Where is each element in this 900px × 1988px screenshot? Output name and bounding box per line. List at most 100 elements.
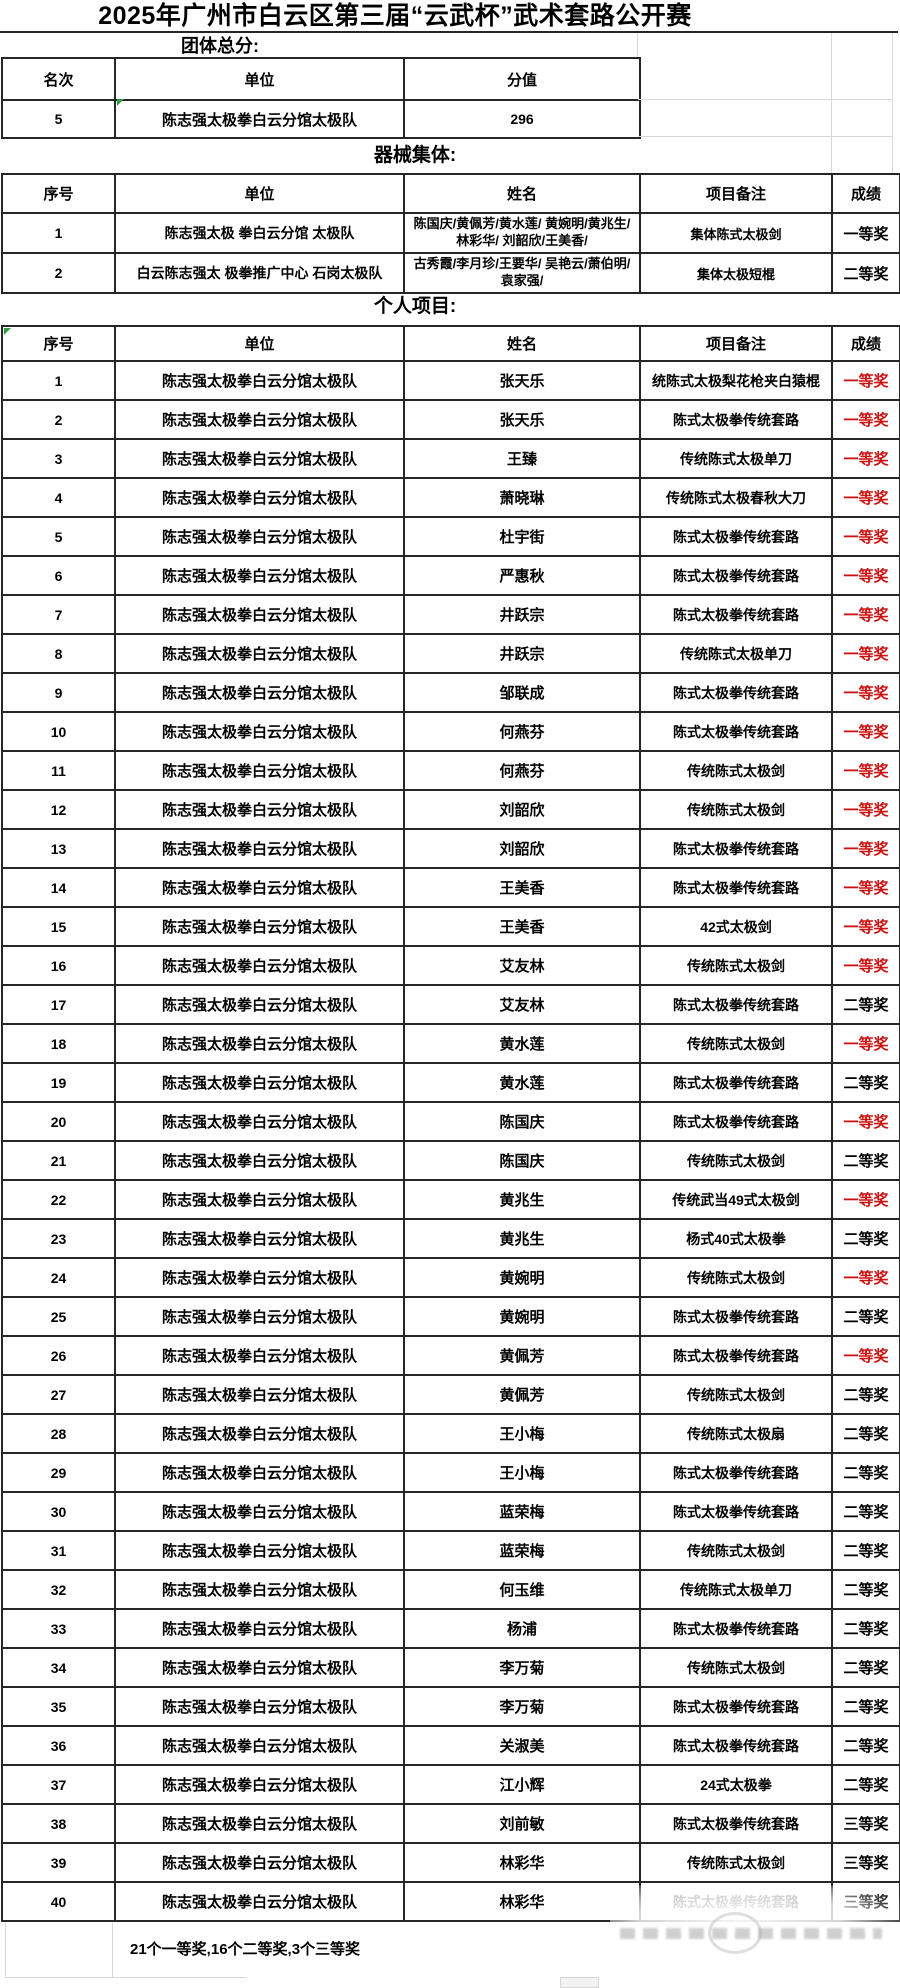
cell-event: 传统陈式太极剑 [639, 1023, 833, 1064]
cell-award: 一等奖 [831, 867, 900, 908]
cell-award: 一等奖 [831, 1023, 900, 1064]
team-header-row: 名次 单位 分值 [1, 57, 641, 101]
table-row: 10 陈志强太极拳白云分馆太极队 何燕芬 陈式太极拳传统套路 一等奖 [1, 711, 900, 752]
cell-unit: 陈志强太极拳白云分馆太极队 [114, 1686, 405, 1727]
cell-unit: 陈志强太极拳白云分馆太极队 [114, 1335, 405, 1376]
table-row: 14 陈志强太极拳白云分馆太极队 王美香 陈式太极拳传统套路 一等奖 [1, 867, 900, 908]
cell-event: 传统陈式太极扇 [639, 1413, 833, 1454]
table-row: 30 陈志强太极拳白云分馆太极队 蓝荣梅 陈式太极拳传统套路 二等奖 [1, 1491, 900, 1532]
cell-award: 一等奖 [831, 555, 900, 596]
cell-unit: 陈志强太极拳白云分馆太极队 [114, 1296, 405, 1337]
cell-no: 30 [1, 1491, 116, 1532]
gridline [831, 33, 832, 173]
cell-no: 21 [1, 1140, 116, 1181]
cell-award: 一等奖 [831, 212, 900, 254]
table-row: 29 陈志强太极拳白云分馆太极队 王小梅 陈式太极拳传统套路 二等奖 [1, 1452, 900, 1493]
green-corner-indicator [4, 328, 11, 335]
cell-no: 7 [1, 594, 116, 635]
cell-name: 黄水莲 [403, 1023, 641, 1064]
cell-rank: 5 [1, 99, 116, 139]
table-row: 24 陈志强太极拳白云分馆太极队 黄婉明 传统陈式太极剑 一等奖 [1, 1257, 900, 1298]
cell-award: 一等奖 [831, 672, 900, 713]
cell-unit: 陈志强太极拳白云分馆太极队 [114, 360, 405, 401]
green-corner-indicator [117, 99, 124, 106]
cell-name: 张天乐 [403, 360, 641, 401]
table-row: 39 陈志强太极拳白云分馆太极队 林彩华 传统陈式太极剑 三等奖 [1, 1842, 900, 1883]
cell-event: 陈式太极拳传统套路 [639, 1608, 833, 1649]
cell-unit: 陈志强太极拳白云分馆太极队 [114, 1764, 405, 1805]
team-score-table: 名次 单位 分值 5 陈志强太极拳白云分馆太极队 296 [1, 57, 641, 139]
cell-event: 陈式太极拳传统套路 [639, 1803, 833, 1844]
header-no: 序号 [1, 325, 116, 362]
cell-no: 17 [1, 984, 116, 1025]
cell-no: 15 [1, 906, 116, 947]
header-names: 姓名 [403, 173, 641, 214]
table-row: 20 陈志强太极拳白云分馆太极队 陈国庆 陈式太极拳传统套路 一等奖 [1, 1101, 900, 1142]
cell-award: 二等奖 [831, 1608, 900, 1649]
cell-name: 刘前敏 [403, 1803, 641, 1844]
cell-award: 一等奖 [831, 945, 900, 986]
cell-event: 传统陈式太极剑 [639, 1374, 833, 1415]
cell-name: 邹联成 [403, 672, 641, 713]
cell-unit: 陈志强太极拳白云分馆太极队 [114, 1257, 405, 1298]
table-row: 13 陈志强太极拳白云分馆太极队 刘韶欣 陈式太极拳传统套路 一等奖 [1, 828, 900, 869]
header-award: 成绩 [831, 325, 900, 362]
cell-no: 33 [1, 1608, 116, 1649]
page-title: 2025年广州市白云区第三届“云武杯”武术套路公开赛 [98, 2, 692, 30]
cell-name: 何燕芬 [403, 750, 641, 791]
gridline [638, 99, 893, 100]
cell-unit: 陈志强太极拳白云分馆太极队 [114, 594, 405, 635]
cell-name: 王美香 [403, 906, 641, 947]
cell-unit: 陈志强太极拳白云分馆太极队 [114, 828, 405, 869]
cell-name: 黄婉明 [403, 1296, 641, 1337]
cell-unit: 陈志强太极拳白云分馆太极队 [114, 477, 405, 518]
cell-award: 三等奖 [831, 1842, 900, 1883]
gridline-cell-fragment [560, 1977, 599, 1988]
cell-name: 井跃宗 [403, 594, 641, 635]
cell-name: 艾友林 [403, 984, 641, 1025]
cell-event: 传统陈式太极剑 [639, 945, 833, 986]
table-row: 27 陈志强太极拳白云分馆太极队 黄佩芳 传统陈式太极剑 二等奖 [1, 1374, 900, 1415]
table-row: 5 陈志强太极拳白云分馆太极队 296 [1, 99, 641, 139]
cell-event: 传统陈式太极春秋大刀 [639, 477, 833, 518]
cell-event: 传统陈式太极单刀 [639, 1569, 833, 1610]
table-row: 2 白云陈志强太 极拳推广中心 石岗太极队 古秀霞/李月珍/王要华/ 吴艳云/萧… [1, 252, 900, 294]
cell-name: 王小梅 [403, 1413, 641, 1454]
cell-unit: 陈志强太极拳白云分馆太极队 [114, 984, 405, 1025]
cell-event: 陈式太极拳传统套路 [639, 1296, 833, 1337]
cell-name: 黄兆生 [403, 1218, 641, 1259]
cell-unit: 陈志强太极拳白云分馆太极队 [114, 99, 405, 139]
table-row: 32 陈志强太极拳白云分馆太极队 何玉维 传统陈式太极单刀 二等奖 [1, 1569, 900, 1610]
table-row: 11 陈志强太极拳白云分馆太极队 何燕芬 传统陈式太极剑 一等奖 [1, 750, 900, 791]
cell-no: 38 [1, 1803, 116, 1844]
cell-unit: 陈志强太极拳白云分馆太极队 [114, 1491, 405, 1532]
cell-event: 传统陈式太极剑 [639, 1140, 833, 1181]
table-row: 9 陈志强太极拳白云分馆太极队 邹联成 陈式太极拳传统套路 一等奖 [1, 672, 900, 713]
cell-no: 18 [1, 1023, 116, 1064]
cell-event: 陈式太极拳传统套路 [639, 1335, 833, 1376]
table-row: 38 陈志强太极拳白云分馆太极队 刘前敏 陈式太极拳传统套路 三等奖 [1, 1803, 900, 1844]
cell-unit: 陈志强太极拳白云分馆太极队 [114, 516, 405, 557]
cell-no: 26 [1, 1335, 116, 1376]
cell-event: 集体太极短棍 [639, 252, 833, 294]
cell-award: 二等奖 [831, 1569, 900, 1610]
cell-unit: 陈志强太极拳白云分馆太极队 [114, 867, 405, 908]
cell-no: 19 [1, 1062, 116, 1103]
cell-name: 何燕芬 [403, 711, 641, 752]
table-row: 1 陈志强太极拳白云分馆太极队 张天乐 统陈式太极梨花枪夹白猿棍 一等奖 [1, 360, 900, 401]
cell-award: 一等奖 [831, 477, 900, 518]
cell-no: 31 [1, 1530, 116, 1571]
cell-event: 陈式太极拳传统套路 [639, 711, 833, 752]
table-row: 35 陈志强太极拳白云分馆太极队 李万菊 陈式太极拳传统套路 二等奖 [1, 1686, 900, 1727]
cell-event: 陈式太极拳传统套路 [639, 516, 833, 557]
cell-unit: 陈志强太极拳白云分馆太极队 [114, 633, 405, 674]
cell-name: 黄兆生 [403, 1179, 641, 1220]
cell-award: 二等奖 [831, 1491, 900, 1532]
equipment-header-row: 序号 单位 姓名 项目备注 成绩 [1, 173, 900, 214]
cell-event: 传统陈式太极剑 [639, 1647, 833, 1688]
cell-award: 二等奖 [831, 1725, 900, 1766]
cell-no: 8 [1, 633, 116, 674]
table-row: 12 陈志强太极拳白云分馆太极队 刘韶欣 传统陈式太极剑 一等奖 [1, 789, 900, 830]
header-no: 序号 [1, 173, 116, 214]
cell-name: 黄水莲 [403, 1062, 641, 1103]
